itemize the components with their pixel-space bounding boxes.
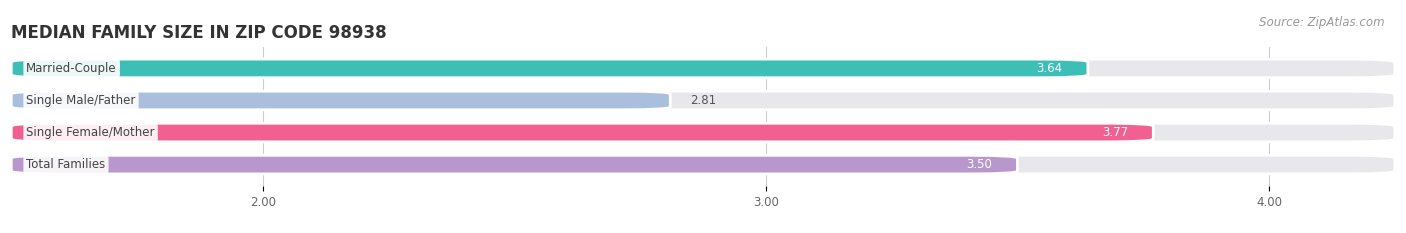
FancyBboxPatch shape [11, 155, 1018, 174]
FancyBboxPatch shape [11, 123, 1395, 142]
Text: Single Male/Father: Single Male/Father [27, 94, 136, 107]
FancyBboxPatch shape [11, 123, 1153, 142]
FancyBboxPatch shape [11, 59, 1395, 78]
FancyBboxPatch shape [11, 91, 671, 110]
Text: Married-Couple: Married-Couple [27, 62, 117, 75]
Text: 3.64: 3.64 [1036, 62, 1063, 75]
FancyBboxPatch shape [11, 155, 1395, 174]
Text: 3.50: 3.50 [966, 158, 993, 171]
Text: 3.77: 3.77 [1102, 126, 1128, 139]
Text: 2.81: 2.81 [690, 94, 717, 107]
FancyBboxPatch shape [11, 59, 1088, 78]
Text: Single Female/Mother: Single Female/Mother [27, 126, 155, 139]
Text: MEDIAN FAMILY SIZE IN ZIP CODE 98938: MEDIAN FAMILY SIZE IN ZIP CODE 98938 [11, 24, 387, 42]
Text: Total Families: Total Families [27, 158, 105, 171]
Text: Source: ZipAtlas.com: Source: ZipAtlas.com [1260, 16, 1385, 29]
FancyBboxPatch shape [11, 91, 1395, 110]
